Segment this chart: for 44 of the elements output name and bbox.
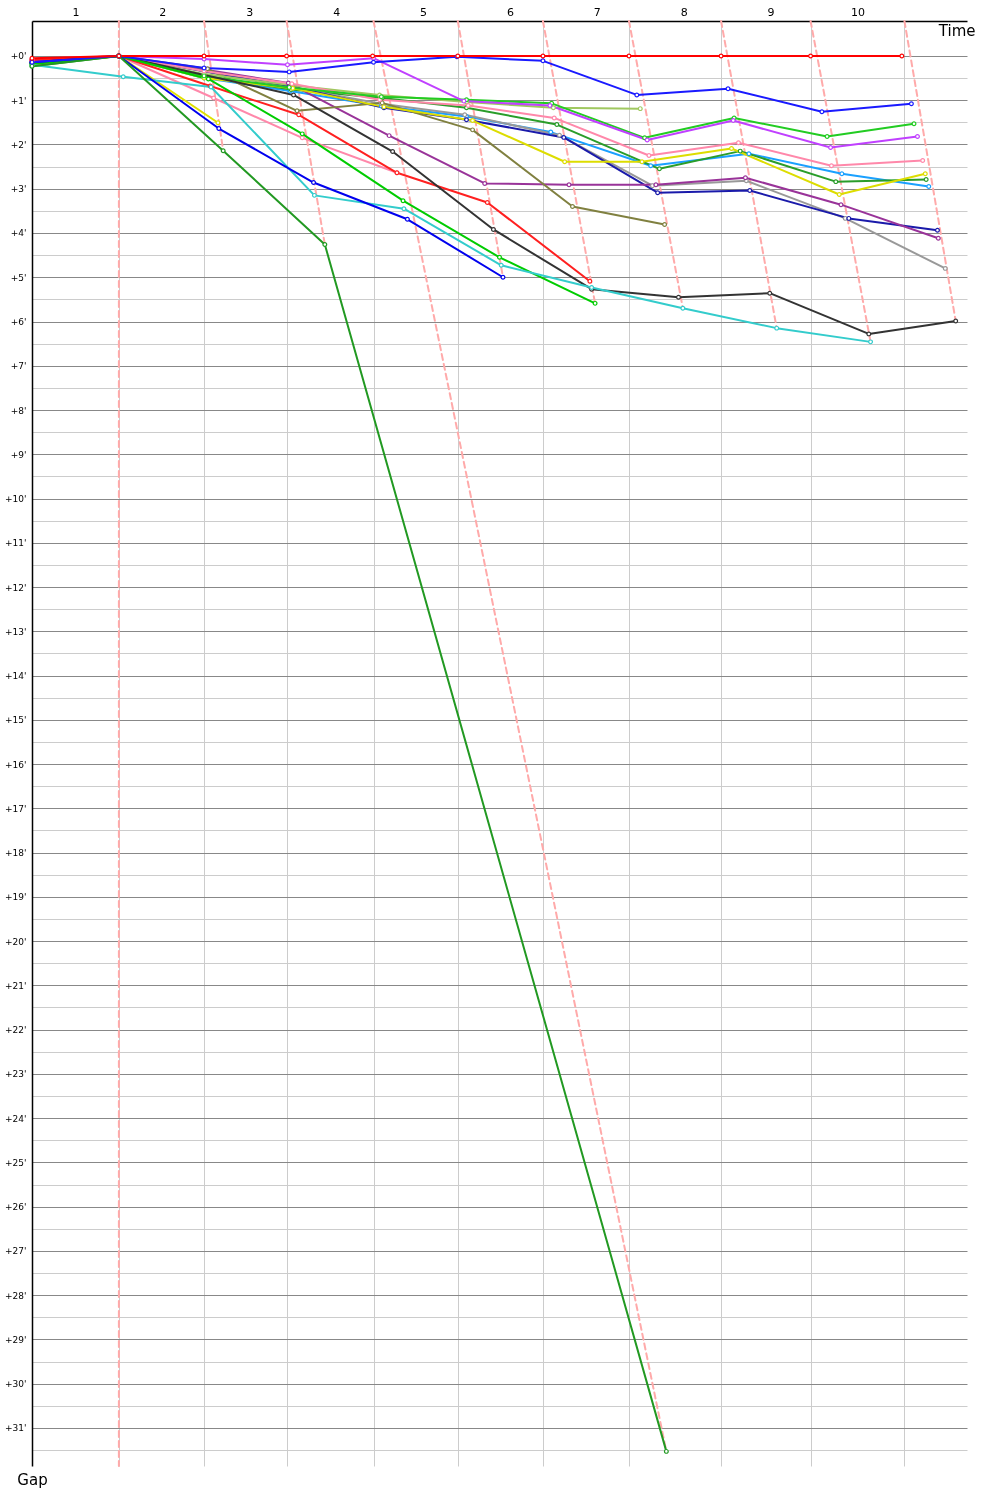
y-tick-label: +24' <box>5 1113 27 1124</box>
y-tick-label: +20' <box>5 936 27 947</box>
y-tick-label: +9' <box>10 449 27 460</box>
x-tick-label: 8 <box>680 5 688 19</box>
y-tick-label: +1' <box>10 95 27 106</box>
x-tick-label: 4 <box>333 5 341 19</box>
x-tick-label: 6 <box>506 5 514 19</box>
y-tick-label: +26' <box>5 1202 27 1213</box>
y-tick-label: +13' <box>5 626 27 637</box>
y-tick-label: +12' <box>5 582 27 593</box>
y-tick-label: +11' <box>5 538 27 549</box>
y-tick-label: +6' <box>10 317 27 328</box>
y-tick-label: +10' <box>5 494 27 505</box>
y-tick-label: +25' <box>5 1157 27 1168</box>
y-tick-label: +2' <box>10 139 27 150</box>
y-tick-label: +18' <box>5 848 27 859</box>
x-tick-label: 9 <box>767 5 775 19</box>
y-tick-label: +4' <box>10 228 27 239</box>
y-tick-label: +8' <box>10 405 27 416</box>
x-tick-label: 2 <box>159 5 167 19</box>
y-tick-label: +19' <box>5 892 27 903</box>
y-tick-label: +22' <box>5 1025 27 1036</box>
x-tick-label: 7 <box>593 5 601 19</box>
y-tick-label: +30' <box>5 1379 27 1390</box>
x-axis-title: Time <box>937 21 976 40</box>
x-tick-label: 5 <box>420 5 428 19</box>
y-tick-label: +23' <box>5 1069 27 1080</box>
x-tick-label: 3 <box>246 5 254 19</box>
y-axis-title: Gap <box>17 1470 48 1489</box>
y-tick-label: +3' <box>10 184 27 195</box>
y-tick-label: +0' <box>10 51 27 62</box>
y-tick-label: +5' <box>10 272 27 283</box>
y-tick-label: +16' <box>5 759 27 770</box>
y-tick-label: +31' <box>5 1423 27 1434</box>
y-tick-label: +29' <box>5 1334 27 1345</box>
y-tick-label: +28' <box>5 1290 27 1301</box>
y-tick-label: +14' <box>5 671 27 682</box>
y-tick-label: +27' <box>5 1246 27 1257</box>
y-tick-label: +7' <box>10 361 27 372</box>
x-tick-label: 10 <box>851 5 866 19</box>
y-tick-label: +15' <box>5 715 27 726</box>
y-tick-label: +17' <box>5 803 27 814</box>
x-tick-label: 1 <box>72 5 80 19</box>
y-tick-label: +21' <box>5 980 27 991</box>
